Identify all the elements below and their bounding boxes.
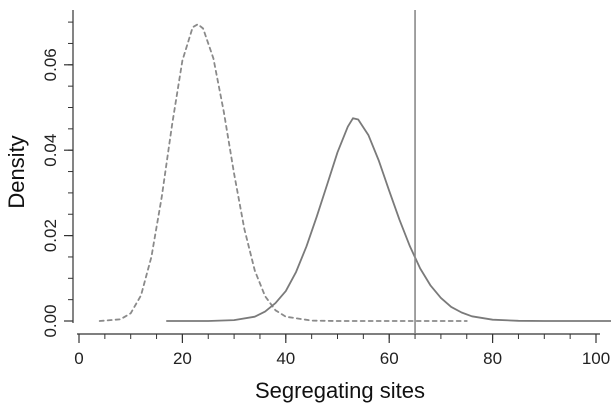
plot-area (98, 10, 611, 333)
x-tick-label: 60 (380, 349, 399, 368)
x-tick-label: 80 (483, 349, 502, 368)
y-tick-label: 0.06 (41, 48, 60, 81)
x-tick-label: 40 (276, 349, 295, 368)
y-tick-label: 0.02 (41, 219, 60, 252)
x-axis: 0 20 40 60 80 100 (74, 333, 610, 368)
y-tick-label: 0.00 (41, 304, 60, 337)
x-tick-label: 0 (74, 349, 83, 368)
x-tick-label: 100 (582, 349, 610, 368)
x-axis-title: Segregating sites (255, 378, 425, 403)
solid-density-curve (165, 117, 611, 322)
x-tick-label: 20 (173, 349, 192, 368)
y-tick-label: 0.04 (41, 134, 60, 167)
y-axis: 0.00 0.02 0.04 0.06 (41, 10, 74, 338)
dashed-density-curve (98, 23, 468, 322)
y-axis-title: Density (4, 135, 29, 208)
